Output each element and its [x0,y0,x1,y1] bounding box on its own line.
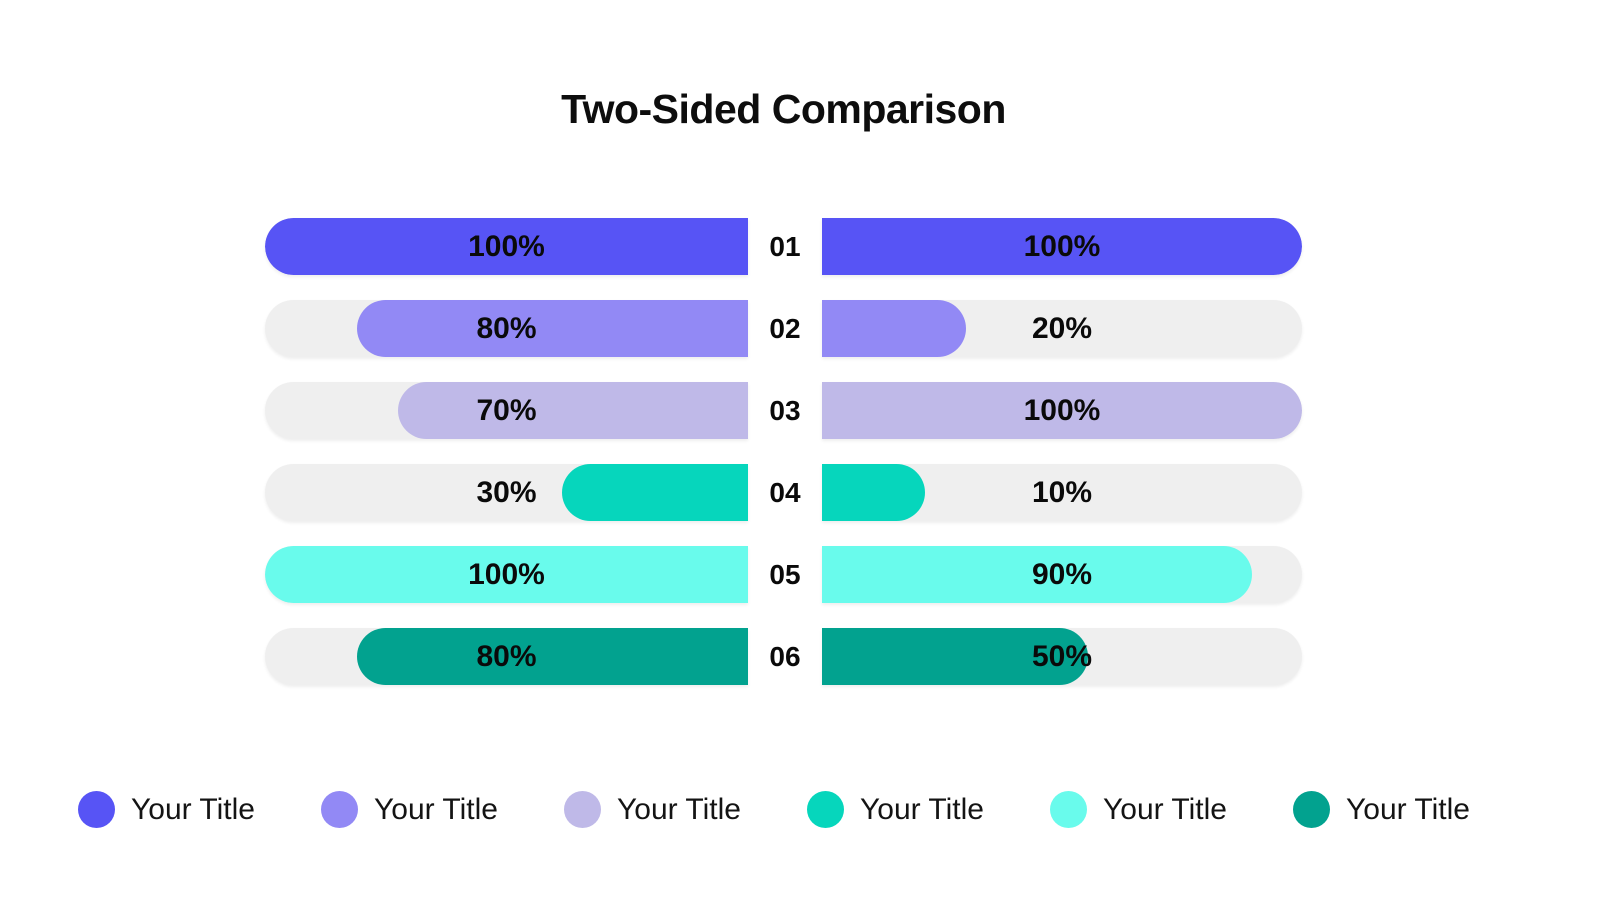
row-01-index: 01 [769,230,801,262]
left-fill [265,546,748,603]
row-03-left-track: 70% [265,382,748,439]
row-02-index: 02 [769,312,801,344]
right-fill [822,300,966,357]
legend-color-dot-icon [1050,791,1087,828]
comparison-row-06: 80% 06 50% [265,628,1302,685]
row-02-left-track: 80% [265,300,748,357]
comparison-row-04: 30% 04 10% [265,464,1302,521]
legend-color-dot-icon [807,791,844,828]
row-04-left-track: 30% [265,464,748,521]
legend-color-dot-icon [321,791,358,828]
legend-color-dot-icon [564,791,601,828]
row-06-right-track: 50% [822,628,1302,685]
chart-title: Two-Sided Comparison [561,86,1006,132]
row-01-right-value: 100% [1023,229,1101,263]
row-06-index: 06 [769,640,801,672]
row-03-left-value: 70% [476,393,537,427]
row-01-right-track: 100% [822,218,1302,275]
legend-item-6: Your Title [1293,791,1470,828]
legend: Your Title Your Title Your Title Your Ti… [78,791,1470,828]
left-fill [356,628,748,685]
legend-label: Your Title [1103,792,1227,826]
right-fill [822,464,926,521]
legend-color-dot-icon [1293,791,1330,828]
row-02-left-value: 80% [476,311,537,345]
row-01-left-value: 100% [468,229,545,263]
right-fill [822,546,1252,603]
right-fill [822,382,1302,439]
row-06-left-value: 80% [476,639,537,673]
right-fill [822,218,1302,275]
comparison-row-05: 100% 05 90% [265,546,1302,603]
row-04-right-track: 10% [822,464,1302,521]
legend-label: Your Title [617,792,741,826]
left-fill [265,218,748,275]
row-06-right-value: 50% [1031,639,1093,673]
row-03-index: 03 [769,394,801,426]
row-03-right-value: 100% [1023,393,1101,427]
row-06-left-track: 80% [265,628,748,685]
legend-label: Your Title [374,792,498,826]
comparison-row-02: 80% 02 20% [265,300,1302,357]
left-fill [562,464,748,521]
legend-label: Your Title [131,792,255,826]
legend-item-2: Your Title [321,791,498,828]
row-05-index: 05 [769,558,801,590]
row-02-right-track: 20% [822,300,1302,357]
row-03-right-track: 100% [822,382,1302,439]
comparison-row-03: 70% 03 100% [265,382,1302,439]
legend-item-5: Your Title [1050,791,1227,828]
comparison-row-01: 100% 01 100% [265,218,1302,275]
legend-label: Your Title [1346,792,1470,826]
left-fill [397,382,748,439]
row-04-index: 04 [769,476,801,508]
row-05-right-track: 90% [822,546,1302,603]
row-04-left-value: 30% [476,475,537,509]
legend-item-1: Your Title [78,791,255,828]
row-04-right-value: 10% [1031,475,1093,509]
row-01-left-track: 100% [265,218,748,275]
row-05-right-value: 90% [1031,557,1093,591]
legend-item-4: Your Title [807,791,984,828]
row-05-left-value: 100% [468,557,545,591]
right-fill [822,628,1089,685]
legend-item-3: Your Title [564,791,741,828]
left-fill [356,300,748,357]
comparison-rows: 100% 01 100% 80% 02 20% 70% 0 [265,218,1302,685]
row-05-left-track: 100% [265,546,748,603]
legend-color-dot-icon [78,791,115,828]
row-02-right-value: 20% [1031,311,1093,345]
legend-label: Your Title [860,792,984,826]
